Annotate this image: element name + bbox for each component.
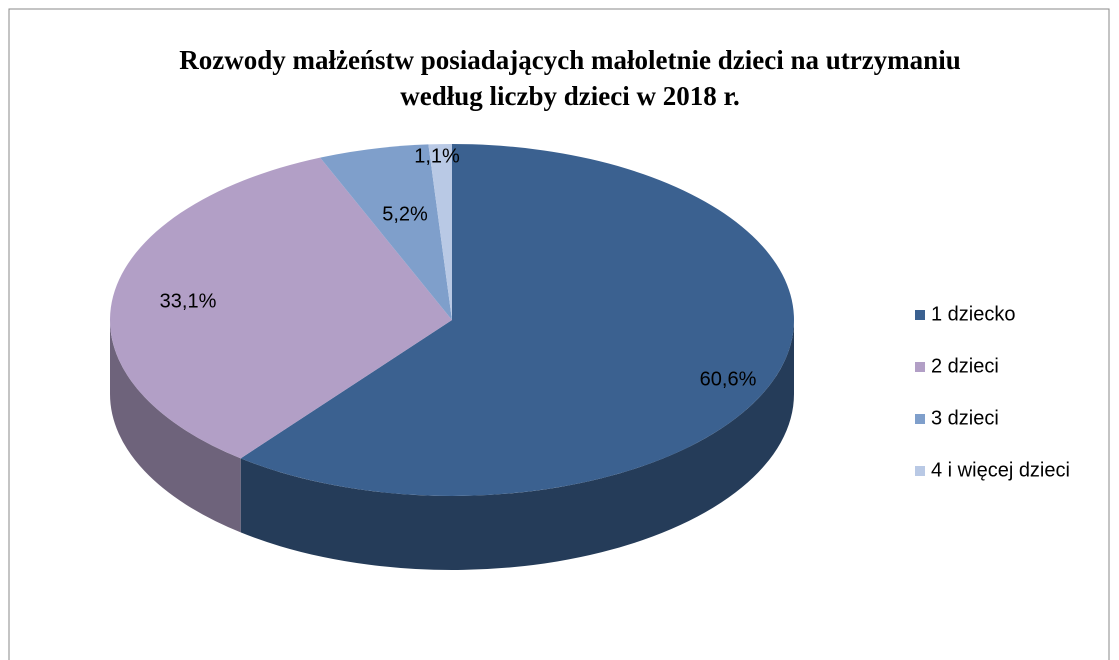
legend-label: 1 dziecko bbox=[931, 303, 1016, 325]
slice-side bbox=[110, 320, 241, 533]
slice bbox=[110, 157, 453, 459]
chart-title: Rozwody małżeństw posiadających małoletn… bbox=[179, 45, 961, 111]
legend-swatch bbox=[915, 362, 925, 372]
data-label: 33,1% bbox=[160, 290, 217, 312]
legend-label: 3 dzieci bbox=[931, 407, 999, 429]
legend-label: 2 dzieci bbox=[931, 355, 999, 377]
data-label: 1,1% bbox=[414, 145, 460, 167]
data-label: 5,2% bbox=[382, 203, 428, 225]
slice bbox=[428, 144, 452, 320]
slice bbox=[320, 144, 452, 320]
legend-swatch bbox=[915, 414, 925, 424]
data-label: 60,6% bbox=[700, 368, 757, 390]
legend-swatch bbox=[915, 466, 925, 476]
legend-label: 4 i więcej dzieci bbox=[931, 459, 1070, 481]
slice bbox=[240, 144, 794, 496]
legend-swatch bbox=[915, 310, 925, 320]
slice-side bbox=[240, 320, 794, 570]
